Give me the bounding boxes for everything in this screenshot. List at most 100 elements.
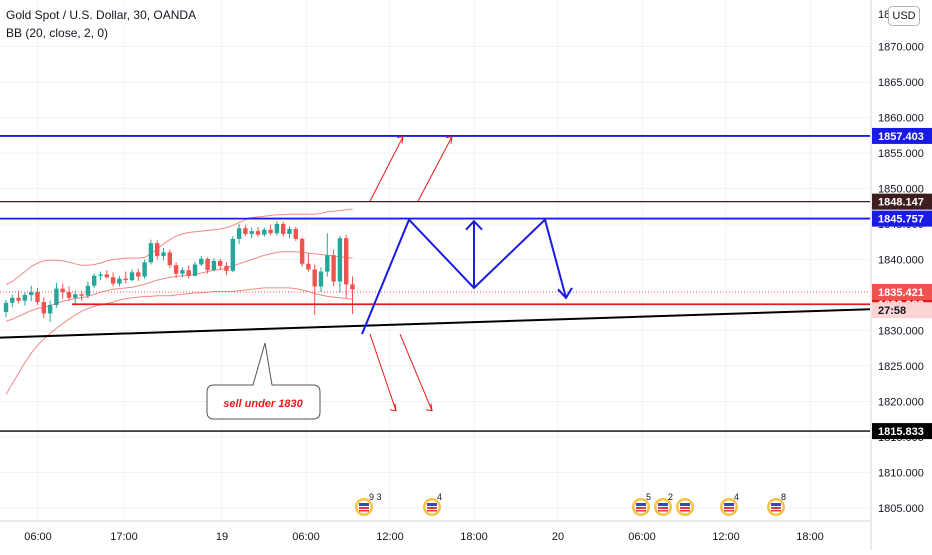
candle[interactable] (287, 226, 292, 239)
scenario-arrowhead (396, 136, 404, 144)
scenario-arrow[interactable] (369, 136, 404, 202)
candle[interactable] (129, 269, 135, 282)
candle[interactable] (60, 283, 65, 299)
candle[interactable] (173, 262, 179, 278)
candle[interactable] (167, 249, 172, 269)
candle[interactable] (218, 258, 223, 271)
candle[interactable] (312, 264, 317, 315)
candle[interactable] (274, 221, 280, 236)
candle[interactable] (211, 258, 217, 272)
candle[interactable] (110, 272, 116, 287)
candle-body (218, 260, 223, 266)
candle[interactable] (73, 290, 78, 305)
candle[interactable] (98, 271, 103, 281)
time-axis[interactable]: 06:00 17:00 19 06:00 12:00 18:00 20 06:00 12:00 1… (24, 531, 824, 543)
price-label-text: 1835.421 (878, 287, 924, 299)
candle-body (192, 264, 198, 276)
scenario-arrow[interactable] (399, 333, 433, 411)
candle[interactable] (337, 236, 343, 293)
candle[interactable] (186, 265, 191, 279)
candle[interactable] (306, 253, 311, 272)
price-tick-label: 1805.000 (878, 503, 924, 515)
scenario-arrow[interactable] (369, 333, 397, 411)
price-axis[interactable]: 1805.0001810.0001815.0001820.0001825.000… (878, 9, 924, 515)
candle[interactable] (230, 236, 235, 273)
event-flag-icon[interactable]: 9 3 (355, 492, 382, 516)
candle[interactable] (29, 285, 34, 302)
candle[interactable] (117, 275, 122, 287)
candle[interactable] (331, 249, 336, 287)
candle[interactable] (155, 240, 160, 260)
candle[interactable] (10, 295, 15, 308)
candle[interactable] (66, 286, 72, 301)
candle[interactable] (123, 271, 128, 284)
candle[interactable] (104, 270, 109, 279)
callout[interactable]: sell under 1830 (206, 342, 321, 420)
candle[interactable] (192, 261, 198, 277)
candle[interactable] (236, 224, 242, 244)
candle[interactable] (262, 227, 267, 237)
event-flag-stripe (427, 503, 437, 506)
event-flag-icon[interactable]: 8 (767, 492, 786, 516)
event-flag-icon[interactable] (676, 498, 694, 516)
candle-body (255, 231, 261, 235)
candle[interactable] (344, 234, 349, 298)
candle[interactable] (92, 273, 97, 288)
candle[interactable] (136, 268, 141, 281)
candle-body (73, 294, 78, 298)
candle[interactable] (3, 299, 9, 318)
candle[interactable] (142, 259, 147, 279)
price-label-text: 1848.147 (878, 197, 924, 209)
candle[interactable] (199, 255, 204, 266)
event-count: 5 (646, 492, 651, 502)
scenario-arrowhead (389, 403, 397, 412)
candle[interactable] (224, 262, 229, 276)
candle[interactable] (243, 224, 248, 237)
candle[interactable] (255, 226, 261, 237)
event-flag-stripe (427, 507, 437, 509)
candle[interactable] (47, 300, 53, 322)
price-tick-label: 1870.000 (878, 42, 924, 54)
price-tick-label: 1830.000 (878, 326, 924, 338)
price-label-box (872, 284, 932, 301)
candle-body (325, 255, 330, 272)
candle[interactable] (268, 224, 273, 236)
event-flag-icon[interactable]: 4 (720, 492, 739, 516)
currency-button[interactable]: USD (888, 6, 920, 26)
candle[interactable] (16, 290, 21, 304)
candle[interactable] (281, 221, 286, 237)
candle-body (123, 278, 128, 281)
candle[interactable] (249, 227, 254, 239)
event-flag-stripe (658, 510, 668, 512)
candle[interactable] (299, 237, 305, 267)
candle-body (180, 270, 185, 274)
bollinger-lower-line (5, 287, 353, 395)
candle[interactable] (22, 292, 28, 306)
candle-body (230, 238, 235, 271)
candle[interactable] (148, 239, 154, 265)
price-label-box (872, 127, 932, 144)
candle[interactable] (318, 267, 324, 293)
price-label-box (872, 210, 932, 227)
candle[interactable] (205, 257, 210, 274)
candle[interactable] (350, 276, 355, 315)
trendline[interactable] (0, 308, 871, 339)
candle[interactable] (325, 233, 330, 277)
candle[interactable] (293, 226, 298, 242)
candle[interactable] (161, 248, 166, 261)
event-flag-icon[interactable]: 2 (654, 492, 673, 516)
event-flag-icon[interactable]: 5 (632, 492, 651, 516)
candle[interactable] (85, 281, 91, 299)
event-flag-icon[interactable]: 4 (423, 492, 442, 516)
candle-body (155, 243, 160, 256)
scenario-arrow[interactable] (417, 136, 453, 202)
candle[interactable] (180, 267, 185, 278)
candle[interactable] (41, 297, 46, 319)
event-flag-stripe (658, 503, 668, 506)
price-tick-label: 1825.000 (878, 361, 924, 373)
candle[interactable] (35, 287, 40, 305)
candle-body (3, 302, 9, 313)
candle[interactable] (54, 282, 59, 308)
